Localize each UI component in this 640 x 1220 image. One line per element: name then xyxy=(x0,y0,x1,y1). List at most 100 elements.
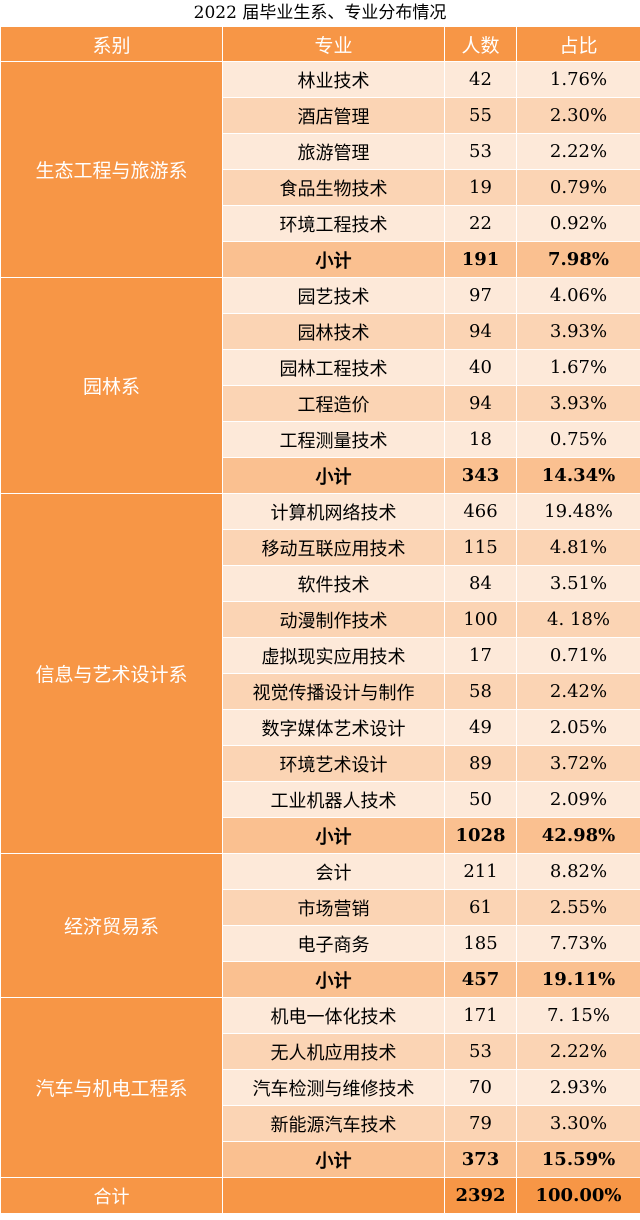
percent-cell: 1.76% xyxy=(516,61,640,98)
student-count-cell: 115 xyxy=(444,529,517,566)
student-count-cell: 22 xyxy=(444,205,517,242)
header-count: 人数 xyxy=(444,26,517,62)
total-count: 2392 xyxy=(444,1177,517,1214)
major-name-cell: 移动互联应用技术 xyxy=(222,529,445,566)
major-name-cell: 计算机网络技术 xyxy=(222,493,445,530)
percent-cell: 4. 18% xyxy=(516,601,640,638)
table-row: 汽车与机电工程系 机电一体化技术 171 7. 15% xyxy=(0,997,640,1178)
percent-cell: 2.93% xyxy=(516,1069,640,1106)
table-row: 软件技术 84 3.51% xyxy=(1,565,640,602)
subtotal-label: 小计 xyxy=(222,457,445,494)
percent-cell: 2.55% xyxy=(516,889,640,926)
subtotal-row: 小计 1028 42.98% xyxy=(1,817,640,854)
percent-cell: 7.73% xyxy=(516,925,640,962)
subtotal-row: 小计 343 14.34% xyxy=(1,457,640,494)
major-name-cell: 机电一体化技术 xyxy=(222,997,445,1034)
major-name-cell: 无人机应用技术 xyxy=(222,1033,445,1070)
subtotal-label: 小计 xyxy=(222,961,445,998)
table-row: 汽车检测与维修技术 70 2.93% xyxy=(1,1069,640,1106)
table-row: 生态工程与旅游系 林业技术 42 1.76% xyxy=(0,61,640,278)
subtotal-percent: 19.11% xyxy=(516,961,640,998)
department-cell: 生态工程与旅游系 xyxy=(0,61,223,278)
major-name-cell: 酒店管理 xyxy=(222,97,445,134)
table-row: 园林技术 94 3.93% xyxy=(1,313,640,350)
table-row: 酒店管理 55 2.30% xyxy=(1,97,640,134)
major-name-cell: 虚拟现实应用技术 xyxy=(222,637,445,674)
subtotal-count: 457 xyxy=(444,961,517,998)
percent-cell: 3.30% xyxy=(516,1105,640,1142)
major-name-cell: 工程造价 xyxy=(222,385,445,422)
subtotal-count: 343 xyxy=(444,457,517,494)
student-count-cell: 58 xyxy=(444,673,517,710)
student-count-cell: 18 xyxy=(444,421,517,458)
percent-cell: 4.81% xyxy=(516,529,640,566)
percent-cell: 3.93% xyxy=(516,313,640,350)
major-name-cell: 园艺技术 xyxy=(222,277,445,314)
header-row: 系别 专业 人数 占比 xyxy=(0,26,640,62)
percent-cell: 2.42% xyxy=(516,673,640,710)
student-count-cell: 17 xyxy=(444,637,517,674)
table-row: 食品生物技术 19 0.79% xyxy=(1,169,640,206)
student-count-cell: 171 xyxy=(444,997,517,1034)
percent-cell: 2.22% xyxy=(516,1033,640,1070)
table-row: 园林工程技术 40 1.67% xyxy=(1,349,640,386)
student-count-cell: 70 xyxy=(444,1069,517,1106)
percent-cell: 2.30% xyxy=(516,97,640,134)
student-count-cell: 79 xyxy=(444,1105,517,1142)
percent-cell: 19.48% xyxy=(516,493,640,530)
table-row: 市场营销 61 2.55% xyxy=(1,889,640,926)
percent-cell: 3.93% xyxy=(516,385,640,422)
department-cell: 园林系 xyxy=(0,277,223,494)
department-cell: 汽车与机电工程系 xyxy=(0,997,223,1178)
major-name-cell: 环境艺术设计 xyxy=(222,745,445,782)
percent-cell: 3.51% xyxy=(516,565,640,602)
major-name-cell: 软件技术 xyxy=(222,565,445,602)
subtotal-percent: 42.98% xyxy=(516,817,640,854)
major-name-cell: 园林工程技术 xyxy=(222,349,445,386)
table-row: 旅游管理 53 2.22% xyxy=(1,133,640,170)
table-row: 园林系 园艺技术 97 4.06% xyxy=(0,277,640,494)
student-count-cell: 53 xyxy=(444,133,517,170)
table-row: 新能源汽车技术 79 3.30% xyxy=(1,1105,640,1142)
table-row: 经济贸易系 会计 211 8.82% xyxy=(0,853,640,998)
student-count-cell: 40 xyxy=(444,349,517,386)
major-name-cell: 市场营销 xyxy=(222,889,445,926)
major-name-cell: 数字媒体艺术设计 xyxy=(222,709,445,746)
major-name-cell: 会计 xyxy=(222,853,445,890)
table-body: 生态工程与旅游系 林业技术 42 1.76% 酒店管理 55 2.30% 旅游管理 53 2.22… xyxy=(0,61,640,1214)
percent-cell: 2.05% xyxy=(516,709,640,746)
student-count-cell: 100 xyxy=(444,601,517,638)
student-count-cell: 49 xyxy=(444,709,517,746)
major-name-cell: 新能源汽车技术 xyxy=(222,1105,445,1142)
subtotal-count: 191 xyxy=(444,241,517,278)
major-name-cell: 工程测量技术 xyxy=(222,421,445,458)
student-count-cell: 94 xyxy=(444,313,517,350)
header-percent: 占比 xyxy=(516,26,640,62)
table-row: 移动互联应用技术 115 4.81% xyxy=(1,529,640,566)
student-count-cell: 19 xyxy=(444,169,517,206)
subtotal-percent: 7.98% xyxy=(516,241,640,278)
percent-cell: 2.09% xyxy=(516,781,640,818)
student-count-cell: 53 xyxy=(444,1033,517,1070)
department-cell: 信息与艺术设计系 xyxy=(0,493,223,854)
student-count-cell: 61 xyxy=(444,889,517,926)
percent-cell: 0.75% xyxy=(516,421,640,458)
major-name-cell: 环境工程技术 xyxy=(222,205,445,242)
major-name-cell: 视觉传播设计与制作 xyxy=(222,673,445,710)
percent-cell: 0.92% xyxy=(516,205,640,242)
major-name-cell: 电子商务 xyxy=(222,925,445,962)
distribution-table: 系别 专业 人数 占比 生态工程与旅游系 林业技术 42 1.76% 酒店管理 55 2.3… xyxy=(0,26,640,1214)
table-row: 工业机器人技术 50 2.09% xyxy=(1,781,640,818)
total-row: 合计 2392 100.00% xyxy=(0,1177,640,1214)
percent-cell: 1.67% xyxy=(516,349,640,386)
table-row: 数字媒体艺术设计 49 2.05% xyxy=(1,709,640,746)
header-major: 专业 xyxy=(222,26,445,62)
total-empty-cell xyxy=(222,1177,445,1214)
percent-cell: 8.82% xyxy=(516,853,640,890)
major-name-cell: 园林技术 xyxy=(222,313,445,350)
student-count-cell: 211 xyxy=(444,853,517,890)
header-department: 系别 xyxy=(0,26,223,62)
subtotal-row: 小计 191 7.98% xyxy=(1,241,640,278)
major-name-cell: 林业技术 xyxy=(222,61,445,98)
percent-cell: 3.72% xyxy=(516,745,640,782)
